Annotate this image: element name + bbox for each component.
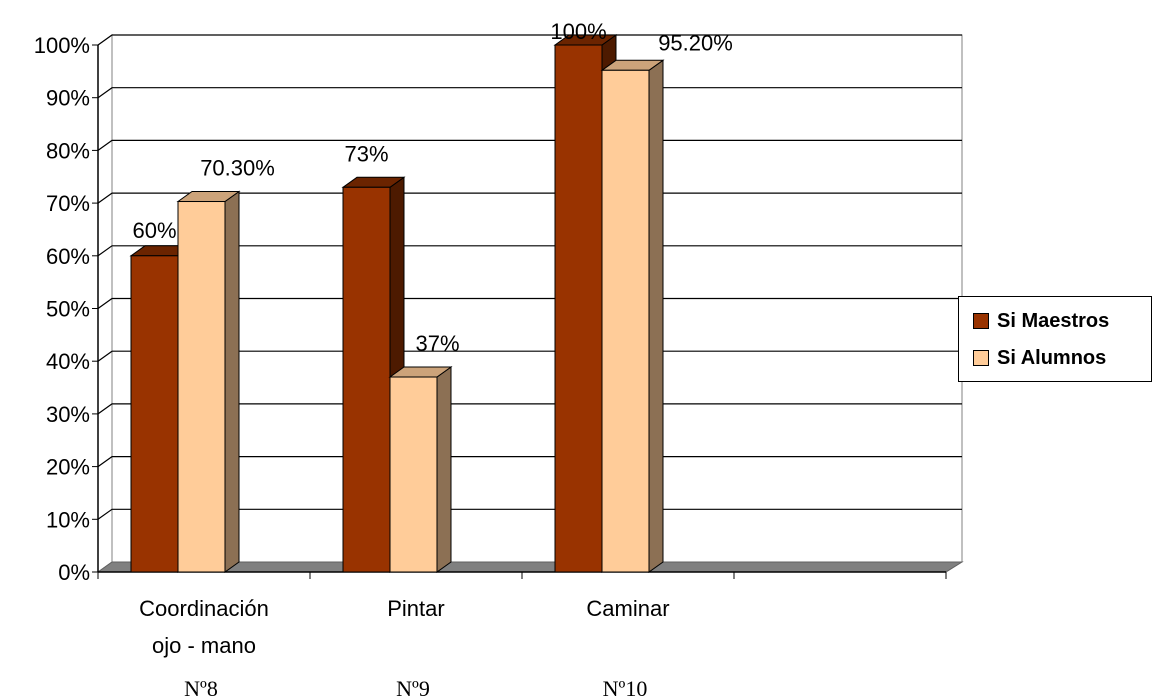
y-tick-label: 80% xyxy=(46,138,90,163)
gridline xyxy=(97,350,962,362)
gridline xyxy=(97,297,962,309)
gridline xyxy=(97,403,962,415)
y-tick-label: 20% xyxy=(46,455,90,480)
data-label-si-alumnos: 95.20% xyxy=(658,30,733,55)
gridline xyxy=(97,87,962,99)
legend-item-si-alumnos: Si Alumnos xyxy=(973,345,1106,371)
y-tick-label: 90% xyxy=(46,86,90,111)
bar-si-alumnos xyxy=(601,69,650,573)
bar-side-si-alumnos xyxy=(648,59,664,573)
y-tick-label: 0% xyxy=(58,560,90,585)
gridline xyxy=(97,139,962,151)
x-category-sublabel: Nº8 xyxy=(184,676,218,700)
legend-item-si-maestros: Si Maestros xyxy=(973,308,1109,334)
data-label-si-alumnos: 70.30% xyxy=(200,156,275,181)
gridline xyxy=(97,192,962,204)
y-tick-label: 30% xyxy=(46,402,90,427)
x-category-sublabel: Nº9 xyxy=(396,676,430,700)
gridline xyxy=(97,245,962,257)
y-tick-label: 50% xyxy=(46,297,90,322)
bar-si-maestros xyxy=(554,44,603,573)
x-category-sublabel: Nº10 xyxy=(603,676,648,700)
legend: Si Maestros Si Alumnos xyxy=(958,296,1152,382)
bar-si-maestros xyxy=(342,186,391,573)
bars xyxy=(129,34,665,573)
y-tick-label: 10% xyxy=(46,507,90,532)
legend-label-si-alumnos: Si Alumnos xyxy=(997,346,1107,369)
legend-label-si-maestros: Si Maestros xyxy=(997,309,1110,332)
bar-si-alumnos xyxy=(389,376,438,573)
bar-side-si-alumnos xyxy=(224,190,240,573)
x-category-label: Pintar xyxy=(387,596,444,621)
y-tick-label: 100% xyxy=(34,33,90,58)
y-tick-label: 60% xyxy=(46,244,90,269)
data-label-si-maestros: 100% xyxy=(550,19,606,44)
x-category-label: ojo - mano xyxy=(152,633,256,658)
data-label-si-maestros: 73% xyxy=(344,141,388,166)
x-category-label: Coordinación xyxy=(139,596,269,621)
gridlines xyxy=(97,34,962,520)
gridline xyxy=(97,456,962,468)
axes xyxy=(92,44,947,579)
bar-si-maestros xyxy=(130,255,179,573)
data-label-si-maestros: 60% xyxy=(132,218,176,243)
y-tick-label: 40% xyxy=(46,349,90,374)
bar-side-si-alumnos xyxy=(436,366,452,573)
legend-swatch-si-maestros xyxy=(973,313,989,329)
y-tick-label: 70% xyxy=(46,191,90,216)
gridline xyxy=(97,508,962,520)
gridline xyxy=(97,34,962,46)
legend-swatch-si-alumnos xyxy=(973,350,989,366)
labels: 0% 10% 20% 30% 40% 50% 60% 70% 80% 90% 100% 60% 70.3… xyxy=(34,19,733,700)
data-label-si-alumnos: 37% xyxy=(415,331,459,356)
bar-si-alumnos xyxy=(177,201,226,573)
x-category-label: Caminar xyxy=(586,596,669,621)
